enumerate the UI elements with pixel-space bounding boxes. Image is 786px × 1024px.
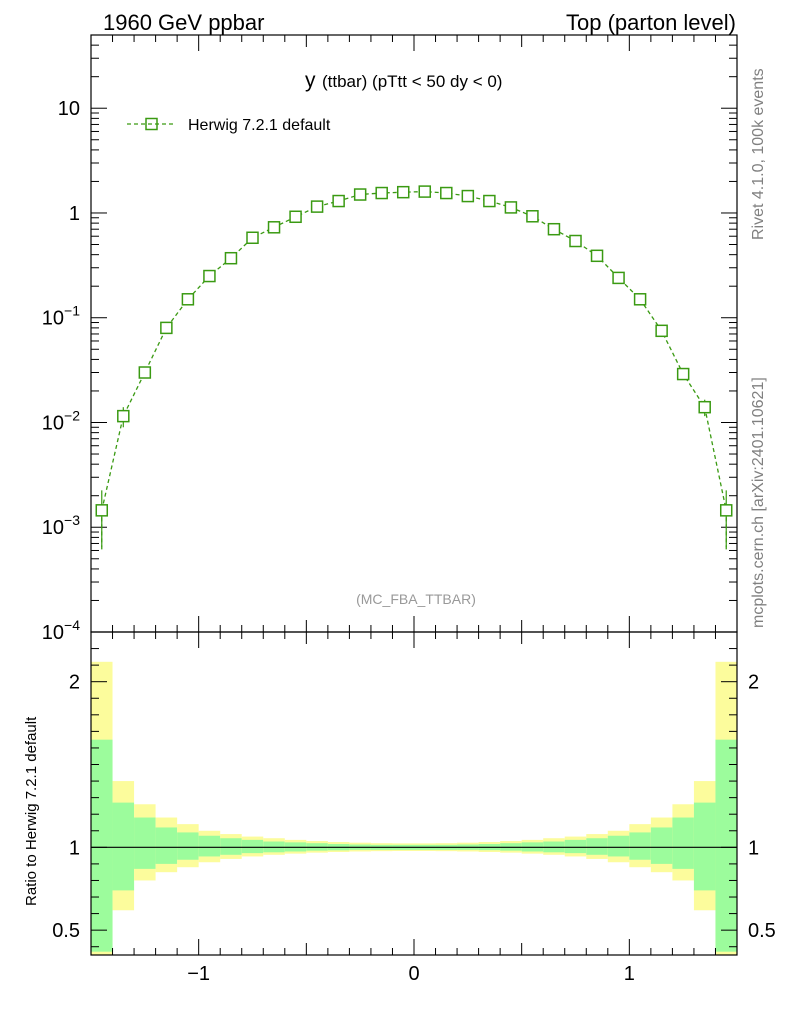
data-point [418,185,432,198]
ratio-frame [90,631,738,956]
data-point [633,293,647,306]
band-inner [241,839,264,854]
ratio-y-tick-label-left: 2 [69,672,80,694]
ratio-y-axis-label: Ratio to Herwig 7.2.1 default [23,716,40,906]
ratio-y-tick-label-left: 1 [69,837,80,859]
main-series [95,185,733,551]
main-title-sub: (ttbar) (pTtt < 50 dy < 0) [322,72,502,91]
band-inner [134,817,156,869]
band-inner [629,832,651,860]
data-point [655,324,668,338]
band-inner [672,817,694,869]
band-inner [650,827,673,864]
ratio-bands [91,661,737,955]
data-point [267,221,281,234]
data-point [224,251,238,265]
rivet-label: Rivet 4.1.0, 100k events [750,68,767,240]
data-point [289,210,302,224]
band-inner [693,802,716,891]
header-left-label: 1960 GeV ppbar [103,10,264,35]
watermark-label: (MC_FBA_TTBAR) [356,591,476,607]
data-point [526,210,539,223]
data-point [440,186,453,200]
y-tick-label: 10−2 [42,407,80,434]
data-point [375,186,388,200]
band-inner [91,739,113,952]
y-tick-label: 10−3 [42,512,80,539]
data-point [95,504,109,517]
band-inner [715,739,737,952]
series-line [101,190,727,511]
data-point [676,367,690,381]
x-tick-label: −1 [187,963,210,985]
data-point [504,201,518,214]
y-tick-label: 10−1 [42,303,80,330]
band-inner [586,838,608,855]
data-point [590,249,604,263]
band-inner [155,827,178,864]
data-point [612,271,625,285]
y-tick-label: 10 [58,98,80,120]
data-point [461,189,475,203]
data-point [310,200,324,213]
header-right-label: Top (parton level) [566,10,736,35]
data-point [332,194,345,208]
ratio-y-tick-label-left: 0.5 [52,920,80,942]
data-point [160,321,173,335]
ratio-axis-ticks [90,632,738,955]
legend: Herwig 7.2.1 default [127,117,331,134]
data-point [547,222,561,236]
data-point [117,409,130,423]
ratio-y-tick-labels: 2 2 1 1 0.5 0.5 [52,672,776,942]
band-inner [177,832,199,860]
legend-label: Herwig 7.2.1 default [188,117,331,134]
ratio-y-tick-label-right: 2 [748,672,759,694]
band-inner [112,802,135,891]
band-inner [564,839,587,854]
data-point [698,400,711,414]
x-tick-labels: −1 0 1 [187,963,635,985]
data-point [396,185,410,199]
data-point [138,366,152,379]
y-tick-label: 10−4 [42,617,80,644]
ratio-y-tick-label-right: 0.5 [748,920,776,942]
data-point [569,234,582,248]
legend-marker [145,117,158,131]
data-point [353,188,367,201]
main-title-y: y [305,69,316,92]
x-tick-label: 0 [408,963,419,985]
data-point [719,504,733,517]
y-tick-label: 1 [69,203,80,225]
main-y-tick-labels: 10 1 10−1 10−2 10−3 10−4 [42,98,80,644]
mcplots-label: mcplots.cern.ch [arXiv:2401.10621] [750,377,767,628]
data-point [246,231,259,245]
data-point [483,194,496,208]
band-inner [198,835,221,857]
data-point [203,269,216,283]
ratio-panel: 2 2 1 1 0.5 0.5 Ratio to Herwig 7.2.1 default [23,631,776,956]
data-point [181,293,195,306]
x-tick-label: 1 [624,963,635,985]
ratio-y-tick-label-right: 1 [748,837,759,859]
main-panel: y (ttbar) (pTtt < 50 dy < 0) Herwig 7.2.… [42,34,738,644]
band-inner [220,838,242,855]
main-axis-ticks [90,34,738,633]
band-inner [607,835,630,857]
